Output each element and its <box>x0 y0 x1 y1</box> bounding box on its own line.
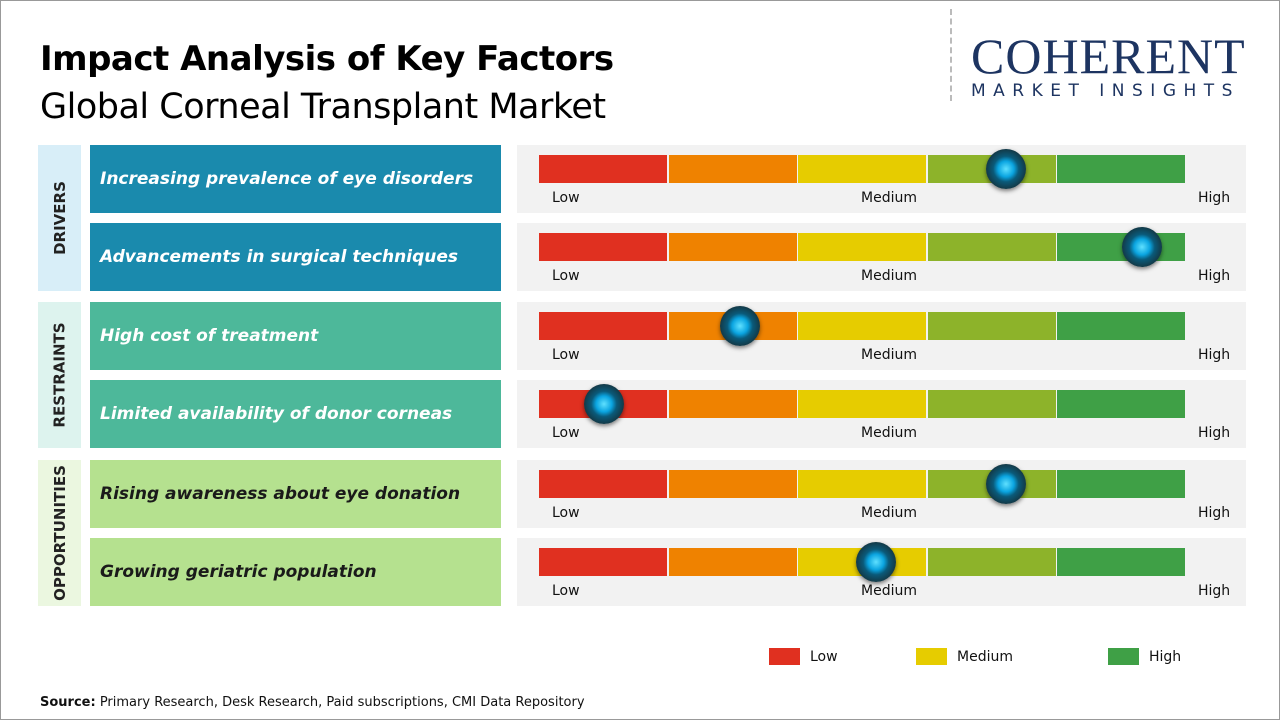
scale-label-low: Low <box>552 505 580 521</box>
legend-label: High <box>1149 648 1182 665</box>
source-note: Source: Primary Research, Desk Research,… <box>40 695 585 710</box>
divider <box>950 9 952 101</box>
legend-medium: Medium <box>916 648 1013 665</box>
gauge-segment <box>539 312 667 340</box>
gauge-segment <box>539 548 667 576</box>
source-label: Source: <box>40 695 96 710</box>
gauge-segment <box>927 312 1056 340</box>
category-opportunities: OPPORTUNITIES <box>38 460 81 606</box>
category-label: DRIVERS <box>50 181 69 255</box>
legend-swatch <box>1108 648 1139 665</box>
legend-swatch <box>769 648 800 665</box>
scale-label-medium: Medium <box>861 505 917 521</box>
impact-marker <box>1121 227 1162 267</box>
impact-gauge: Low Medium High <box>517 145 1246 213</box>
coherent-logo: COHERENT MARKET INSIGHTS <box>971 31 1246 101</box>
impact-marker <box>985 464 1026 504</box>
impact-marker <box>719 306 760 346</box>
logo-main: COHERENT <box>971 28 1246 84</box>
scale-label-low: Low <box>552 583 580 599</box>
scale-label-high: High <box>1198 425 1231 441</box>
gauge-segment <box>927 233 1056 261</box>
category-restraints: RESTRAINTS <box>38 302 81 448</box>
category-label: RESTRAINTS <box>50 322 69 428</box>
gauge-segment <box>1057 390 1186 418</box>
factor-label: Growing geriatric population <box>90 538 501 606</box>
logo-sub: MARKET INSIGHTS <box>971 81 1240 101</box>
gauge-segment <box>1057 548 1186 576</box>
gauge-segment <box>539 233 667 261</box>
gauge-segment <box>798 390 927 418</box>
factor-label: Rising awareness about eye donation <box>90 460 501 528</box>
scale-label-high: High <box>1198 347 1231 363</box>
scale-label-high: High <box>1198 190 1231 206</box>
impact-gauge: Low Medium High <box>517 223 1246 291</box>
gauge-segment <box>1057 155 1186 183</box>
scale-label-low: Low <box>552 190 580 206</box>
scale-label-low: Low <box>552 347 580 363</box>
page-title: Impact Analysis of Key Factors <box>40 39 614 79</box>
legend-low: Low <box>769 648 838 665</box>
impact-marker <box>583 384 624 424</box>
factor-label: Advancements in surgical techniques <box>90 223 501 291</box>
gauge-segment <box>539 470 667 498</box>
gauge-segment <box>927 548 1056 576</box>
scale-label-high: High <box>1198 505 1231 521</box>
gauge-segment <box>798 470 927 498</box>
impact-gauge: Low Medium High <box>517 302 1246 370</box>
scale-label-medium: Medium <box>861 190 917 206</box>
scale-label-low: Low <box>552 268 580 284</box>
gauge-segment <box>668 470 797 498</box>
gauge-segment <box>668 390 797 418</box>
impact-gauge: Low Medium High <box>517 380 1246 448</box>
factor-label: Limited availability of donor corneas <box>90 380 501 448</box>
gauge-segment <box>1057 312 1186 340</box>
factor-label: Increasing prevalence of eye disorders <box>90 145 501 213</box>
gauge-segment <box>798 233 927 261</box>
gauge-segment <box>1057 470 1186 498</box>
impact-marker <box>855 542 896 582</box>
impact-marker <box>985 149 1026 189</box>
gauge-segment <box>927 390 1056 418</box>
scale-label-medium: Medium <box>861 583 917 599</box>
gauge-segment <box>798 155 927 183</box>
category-drivers: DRIVERS <box>38 145 81 291</box>
legend-label: Low <box>810 648 838 665</box>
gauge-segment <box>668 155 797 183</box>
gauge-segment <box>668 548 797 576</box>
gauge-segment <box>1057 233 1186 261</box>
impact-gauge: Low Medium High <box>517 460 1246 528</box>
legend-high: High <box>1108 648 1181 665</box>
scale-label-medium: Medium <box>861 268 917 284</box>
category-label: OPPORTUNITIES <box>50 465 69 601</box>
page-subtitle: Global Corneal Transplant Market <box>40 87 606 127</box>
source-text: Primary Research, Desk Research, Paid su… <box>95 695 585 710</box>
gauge-segment <box>798 312 927 340</box>
scale-label-medium: Medium <box>861 425 917 441</box>
scale-label-medium: Medium <box>861 347 917 363</box>
gauge-segment <box>539 155 667 183</box>
scale-label-low: Low <box>552 425 580 441</box>
scale-label-high: High <box>1198 268 1231 284</box>
impact-gauge: Low Medium High <box>517 538 1246 606</box>
legend-swatch <box>916 648 947 665</box>
legend-label: Medium <box>957 648 1013 665</box>
factor-label: High cost of treatment <box>90 302 501 370</box>
gauge-segment <box>668 233 797 261</box>
scale-label-high: High <box>1198 583 1231 599</box>
